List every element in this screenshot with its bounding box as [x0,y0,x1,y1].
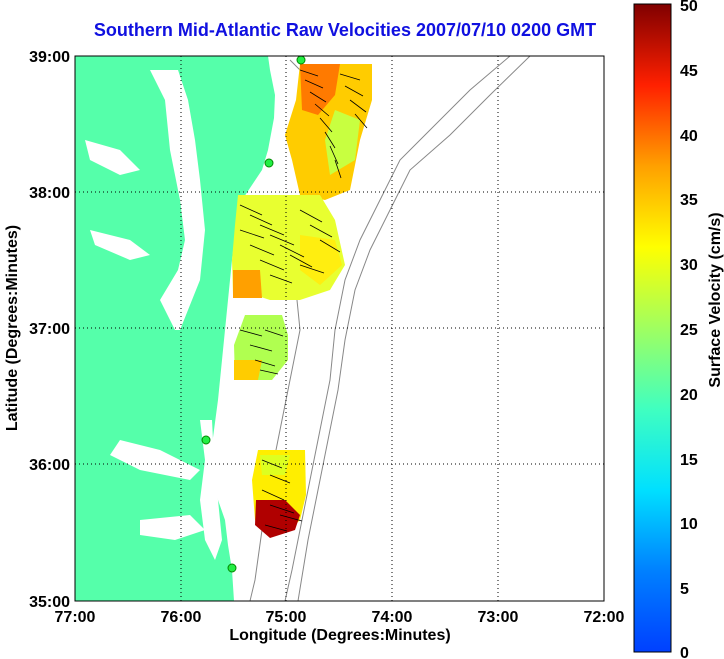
x-tick-label: 74:00 [372,609,413,626]
colorbar-tick-label: 0 [680,645,689,659]
y-tick-label: 38:00 [29,185,70,202]
colorbar-tick-label: 45 [680,63,698,80]
y-tick-label: 39:00 [29,49,70,66]
station-marker [227,563,237,573]
colorbar-tick-label: 15 [680,452,698,469]
y-tick-label: 36:00 [29,457,70,474]
colorbar-tick-label: 50 [680,0,698,15]
y-tick-label: 37:00 [29,321,70,338]
x-tick-label: 76:00 [161,609,202,626]
y-tick-labels: 39:00 38:00 37:00 36:00 35:00 [29,49,70,611]
colorbar-tick-label: 10 [680,516,698,533]
colorbar-tick-label: 25 [680,322,698,339]
pamlico-sound [200,420,222,560]
x-tick-label: 77:00 [55,609,96,626]
x-tick-label: 75:00 [266,609,307,626]
colorbar-tick-label: 5 [680,581,689,598]
y-tick-label: 35:00 [29,594,70,611]
x-tick-labels: 77:00 76:00 75:00 74:00 73:00 72:00 [55,609,625,626]
colorbar-tick-label: 30 [680,257,698,274]
colorbar-label: Surface Velocity (cm/s) [707,212,724,387]
colorbar-tick-label: 35 [680,192,698,209]
colorbar-tick-labels: 50 45 40 35 30 25 20 15 10 5 0 [680,0,698,659]
grid [75,56,604,601]
x-tick-label: 72:00 [584,609,625,626]
x-tick-label: 73:00 [478,609,519,626]
radar-stations [201,56,306,573]
x-axis-label: Longitude (Degrees:Minutes) [229,627,450,644]
map-frame [74,55,605,602]
colorbar [633,3,672,653]
map-area [75,56,604,601]
velocity-field [232,64,372,538]
y-axis-label: Latitude (Degrees:Minutes) [4,225,21,431]
map-title: Southern Mid-Atlantic Raw Velocities 200… [93,20,597,40]
colorbar-tick-label: 20 [680,387,698,404]
station-marker [264,158,274,168]
chesapeake-bay [150,70,205,330]
colorbar-tick-label: 40 [680,128,698,145]
station-marker [201,435,211,445]
station-marker [296,56,306,65]
